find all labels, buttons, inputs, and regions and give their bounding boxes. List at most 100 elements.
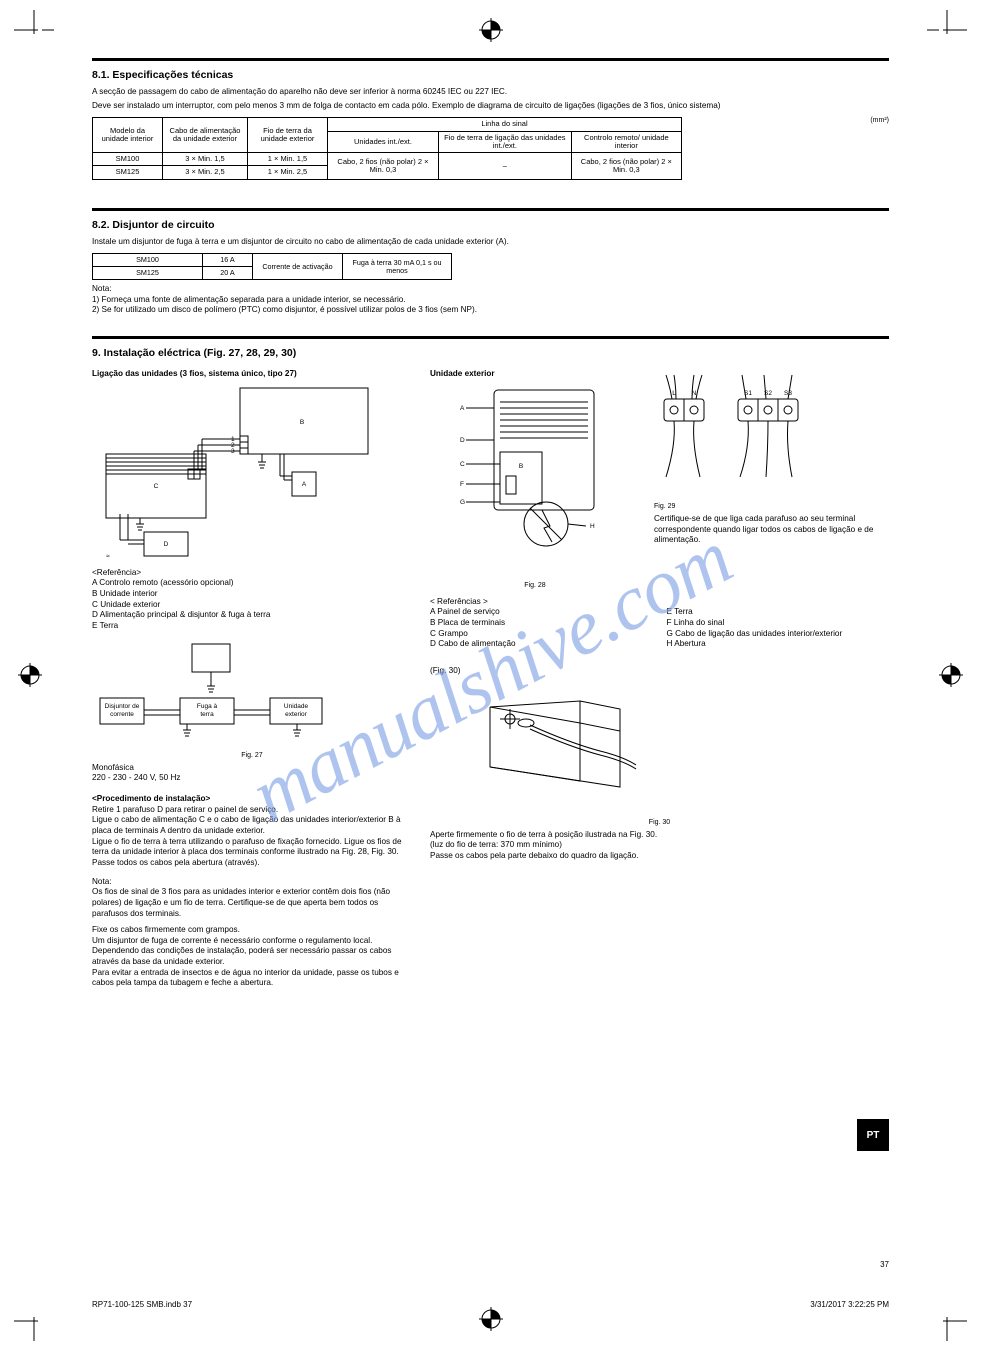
step-2: Ligue o fio de terra à terra utilizando … — [92, 837, 412, 858]
outdoor-title: Unidade exterior — [430, 369, 640, 380]
th-io: Unidades int./ext. — [328, 131, 439, 153]
fig29-label: Fig. 29 — [654, 503, 889, 510]
ref-3: D Cabo de alimentação — [430, 639, 653, 650]
fig30-note-1: (luz do fio de terra: 370 mm mínimo) — [430, 840, 889, 851]
svg-text:H: H — [590, 523, 595, 530]
cell: Fuga à terra 30 mA 0,1 s ou menos — [343, 254, 452, 280]
intro-81: A secção de passagem do cabo de alimenta… — [92, 87, 889, 98]
table-row: Modelo da unidade interior Cabo de alime… — [93, 118, 682, 131]
legend-4: E Terra — [92, 621, 412, 632]
svg-text:Disjuntor de: Disjuntor de — [105, 703, 140, 710]
ref-4: E Terra — [667, 607, 890, 618]
svg-text:A: A — [460, 405, 465, 412]
th-rc: Controlo remoto/ unidade interior — [571, 131, 681, 153]
svg-text:B: B — [519, 463, 523, 470]
fig30-note-2: Passe os cabos pela parte debaixo do qua… — [430, 851, 889, 862]
fig28-label: Fig. 28 — [430, 582, 640, 589]
th-power: Cabo de alimentação da unidade exterior — [163, 118, 248, 153]
fig30-label: Fig. 30 — [430, 819, 889, 826]
svg-text:Unidade: Unidade — [284, 703, 309, 710]
fig30-container: (Fig. 30) Fig. 30 Aperte firmemente o fi… — [430, 666, 889, 862]
svg-text:A: A — [302, 481, 307, 488]
note-82-1: 1) Forneça uma fonte de alimentação sepa… — [92, 295, 889, 306]
svg-text:Fuga à: Fuga à — [197, 703, 218, 710]
svg-text:F: F — [460, 481, 464, 488]
note-82-0: Nota: — [92, 284, 889, 295]
rule-9 — [92, 336, 889, 339]
wiring-intro: Ligação das unidades (3 fios, sistema ún… — [92, 369, 412, 380]
ref-1: B Placa de terminais — [430, 618, 653, 629]
note-82-2: 2) Se for utilizado um disco de polímero… — [92, 305, 889, 316]
table-82: SM100 16 A Corrente de activação Fuga à … — [92, 253, 452, 280]
ref-6: G Cabo de ligação das unidades interior/… — [667, 629, 890, 640]
note-9: Nota: Os fios de sinal de 3 fios para as… — [92, 877, 412, 920]
th-iog: Fio de terra de ligação das unidades int… — [438, 131, 571, 153]
cell: Cabo, 2 fios (não polar) 2 × Min. 0,3 — [571, 153, 681, 180]
single-phase: Monofásica 220 - 230 - 240 V, 50 Hz — [92, 763, 412, 784]
legend-1: B Unidade interior — [92, 589, 412, 600]
title-82: 8.2. Disjuntor de circuito — [92, 219, 889, 231]
step-1: Ligue o cabo de alimentação C e o cabo d… — [92, 815, 412, 836]
cell: SM125 — [93, 267, 203, 280]
svg-text:≈: ≈ — [106, 553, 110, 560]
rule-81 — [92, 58, 889, 61]
fig29-container: LN S1S2S3 Fig. 29 — [654, 369, 889, 546]
imp-0: Fixe os cabos firmemente com grampos. — [92, 925, 412, 936]
legend-3: D Alimentação principal & disjuntor & fu… — [92, 610, 412, 621]
th-activation: Corrente de activação — [253, 254, 343, 280]
svg-text:exterior: exterior — [285, 711, 308, 718]
th-ground: Fio de terra da unidade exterior — [248, 118, 328, 153]
svg-text:B: B — [300, 419, 304, 426]
legend-0: A Controlo remoto (acessório opcional) — [92, 578, 412, 589]
page-number: 37 — [880, 1260, 889, 1269]
fig28-note: Certifique-se de que liga cada parafuso … — [654, 514, 889, 546]
step-0: Retire 1 parafuso D para retirar o paine… — [92, 805, 412, 816]
intro-82: Instale um disjuntor de fuga à terra e u… — [92, 237, 889, 248]
ref-5: F Linha do sinal — [667, 618, 890, 629]
fig27-diagram: B 1 2 3 A — [92, 384, 412, 566]
fig27-label: Fig. 27 — [92, 752, 412, 759]
svg-text:C: C — [154, 483, 159, 490]
cell: SM100 — [93, 153, 163, 166]
svg-text:C: C — [460, 461, 465, 468]
th-signal: Linha do sinal — [328, 118, 682, 131]
svg-text:corrente: corrente — [110, 711, 134, 718]
fig28-container: Unidade exterior B — [430, 369, 640, 589]
imp-2: Dependendo das condições de instalação, … — [92, 946, 412, 967]
step-3: Passe todos os cabos pela abertura (atra… — [92, 858, 412, 869]
ref-0: A Painel de serviço — [430, 607, 653, 618]
cell: 3 × Min. 1,5 — [163, 153, 248, 166]
intro-81b: Deve ser instalado um interruptor, com p… — [92, 101, 889, 112]
footer-right: 3/31/2017 3:22:25 PM — [810, 1300, 889, 1309]
svg-text:D: D — [164, 541, 169, 548]
page-footer: RP71-100-125 SMB.indb 37 3/31/2017 3:22:… — [92, 1300, 889, 1309]
ref-2: C Grampo — [430, 629, 653, 640]
cell: 1 × Min. 2,5 — [248, 166, 328, 179]
cell: Cabo, 2 fios (não polar) 2 × Min. 0,3 — [328, 153, 439, 180]
fig30-title: (Fig. 30) — [430, 666, 889, 677]
block-diagram: Disjuntor decorrente Fuga àterra Unidade… — [92, 640, 412, 759]
imp-1: Um disjuntor de fuga de corrente é neces… — [92, 936, 412, 947]
rule-82 — [92, 208, 889, 211]
ref-7: H Abertura — [667, 639, 890, 650]
cell: 16 A — [203, 254, 253, 267]
table-row: SM100 3 × Min. 1,5 1 × Min. 1,5 Cabo, 2 … — [93, 153, 682, 166]
unit-mm2: (mm²) — [870, 117, 889, 124]
procedure-title: <Procedimento de instalação> — [92, 794, 412, 805]
cell: 1 × Min. 1,5 — [248, 153, 328, 166]
cell: 20 A — [203, 267, 253, 280]
title-9: 9. Instalação eléctrica (Fig. 27, 28, 29… — [92, 347, 889, 359]
page-content: 8.1. Especificações técnicas A secção de… — [0, 0, 981, 1039]
unit-ref-title: < Referências > — [430, 597, 889, 608]
table-81: Modelo da unidade interior Cabo de alime… — [92, 117, 682, 179]
title-81: 8.1. Especificações técnicas — [92, 69, 889, 81]
cell: – — [438, 153, 571, 180]
cell: SM125 — [93, 166, 163, 179]
cell: 3 × Min. 2,5 — [163, 166, 248, 179]
table-row: SM100 16 A Corrente de activação Fuga à … — [93, 254, 452, 267]
imp-3: Para evitar a entrada de insectos e de á… — [92, 968, 412, 989]
legend-title: <Referência> — [92, 568, 412, 579]
lang-badge: PT — [857, 1119, 889, 1151]
cell: SM100 — [93, 254, 203, 267]
col-left: Ligação das unidades (3 fios, sistema ún… — [92, 369, 412, 989]
